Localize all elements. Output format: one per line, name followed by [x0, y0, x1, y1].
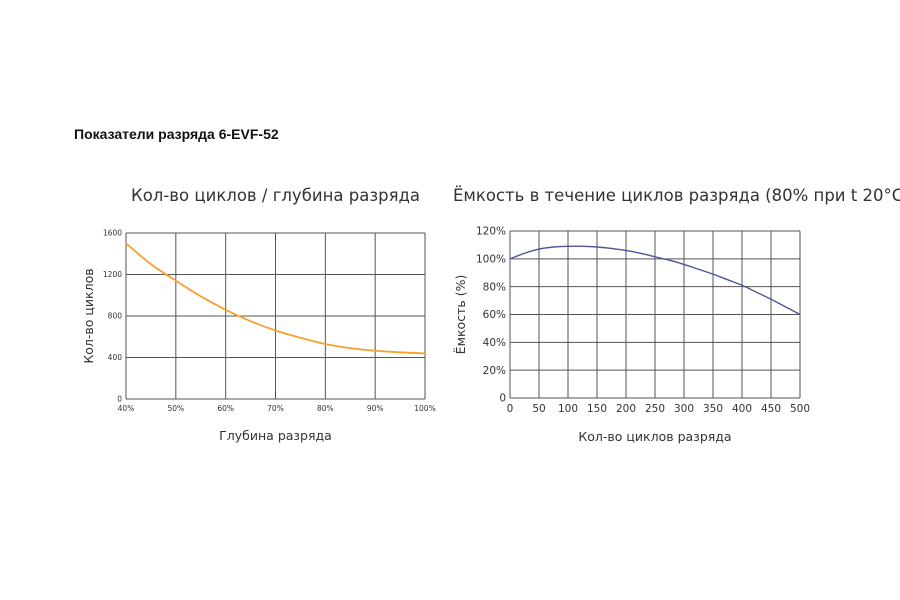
x-tick-label: 350: [703, 403, 723, 415]
y-tick-label: 1200: [103, 270, 122, 279]
chart-title-cycles-vs-depth: Кол-во циклов / глубина разряда: [131, 186, 421, 205]
x-tick-label: 60%: [217, 404, 234, 413]
x-tick-label: 500: [790, 403, 810, 415]
y-tick-label: 20%: [483, 365, 506, 377]
x-tick-label: 50%: [167, 404, 184, 413]
x-tick-label: 100: [558, 403, 578, 415]
y-tick-label: 60%: [483, 309, 506, 321]
y-axis-label: Кол-во циклов: [81, 268, 96, 363]
x-axis-label: Глубина разряда: [219, 428, 332, 443]
x-tick-label: 0: [507, 403, 514, 415]
y-tick-label: 800: [108, 312, 123, 321]
y-tick-label: 100%: [476, 254, 506, 266]
x-tick-label: 50: [532, 403, 545, 415]
y-tick-label: 400: [108, 353, 123, 362]
y-tick-label: 0: [117, 395, 122, 404]
x-tick-label: 150: [587, 403, 607, 415]
x-tick-label: 400: [732, 403, 752, 415]
x-tick-label: 90%: [367, 404, 384, 413]
x-tick-label: 250: [645, 403, 665, 415]
series-line: [125, 242, 426, 355]
chart-title-capacity-vs-cycles: Ёмкость в течение циклов разряда (80% пр…: [453, 186, 900, 205]
x-tick-label: 300: [674, 403, 694, 415]
series-line: [509, 245, 801, 316]
y-tick-label: 1600: [103, 229, 122, 238]
x-tick-label: 80%: [317, 404, 334, 413]
y-tick-label: 40%: [483, 337, 506, 349]
y-tick-label: 0: [499, 393, 506, 405]
x-tick-label: 200: [616, 403, 636, 415]
x-tick-label: 40%: [118, 404, 135, 413]
page-heading: Показатели разряда 6-EVF-52: [74, 126, 279, 142]
y-tick-label: 80%: [483, 281, 506, 293]
x-tick-label: 100%: [414, 404, 435, 413]
y-tick-label: 120%: [476, 226, 506, 238]
x-axis-label: Кол-во циклов разряда: [578, 429, 731, 444]
x-tick-label: 70%: [267, 404, 284, 413]
x-tick-label: 450: [761, 403, 781, 415]
y-axis-label: Ёмкость (%): [453, 275, 468, 355]
